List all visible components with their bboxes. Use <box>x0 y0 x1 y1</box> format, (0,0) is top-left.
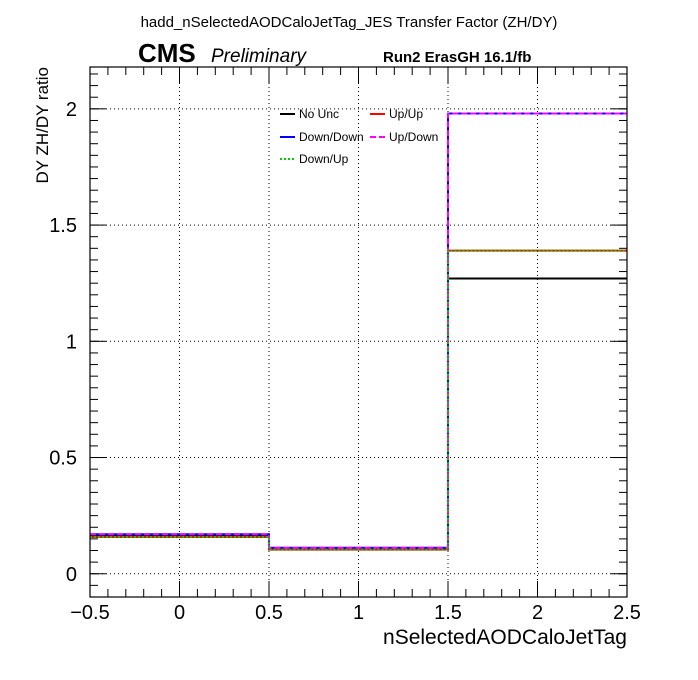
legend-label: No Unc <box>299 107 339 121</box>
x-axis-label: nSelectedAODCaloJetTag <box>383 626 627 649</box>
series-line-down-up <box>90 249 627 551</box>
y-tick-label: 0 <box>66 564 77 586</box>
y-tick-labels: 0 0.5 1 1.5 2 <box>49 99 77 586</box>
series-group <box>90 112 627 551</box>
y-axis-label: DY ZH/DY ratio <box>33 67 52 184</box>
legend-label: Up/Up <box>389 107 423 121</box>
series-line-down-down <box>90 112 627 549</box>
x-tick-labels: −0.5 0 0.5 1 1.5 2 2.5 <box>70 602 641 624</box>
x-tick-label: 2.5 <box>613 602 641 624</box>
chart-title: hadd_nSelectedAODCaloJetTag_JES Transfer… <box>141 14 558 31</box>
y-tick-label: 1 <box>66 331 77 353</box>
legend-label: Down/Down <box>299 130 364 144</box>
x-tick-label: 0 <box>174 602 185 624</box>
x-tick-label: 1 <box>353 602 364 624</box>
y-tick-label: 2 <box>66 99 77 121</box>
cms-label: CMS <box>138 38 196 68</box>
grid <box>90 67 627 597</box>
legend: No Unc Up/Up Down/Down Up/Down Down/Up <box>280 107 438 166</box>
x-tick-label: −0.5 <box>70 602 109 624</box>
legend-label: Down/Up <box>299 152 349 166</box>
axis-ticks <box>89 67 628 598</box>
x-tick-label: 2 <box>532 602 543 624</box>
x-tick-label: 1.5 <box>434 602 462 624</box>
legend-label: Up/Down <box>389 130 438 144</box>
series-line-up-down <box>90 112 627 549</box>
y-tick-label: 0.5 <box>49 448 77 470</box>
preliminary-label: Preliminary <box>211 46 308 67</box>
run-label: Run2 ErasGH 16.1/fb <box>383 49 531 66</box>
x-tick-label: 0.5 <box>255 602 283 624</box>
y-tick-label: 1.5 <box>49 215 77 237</box>
